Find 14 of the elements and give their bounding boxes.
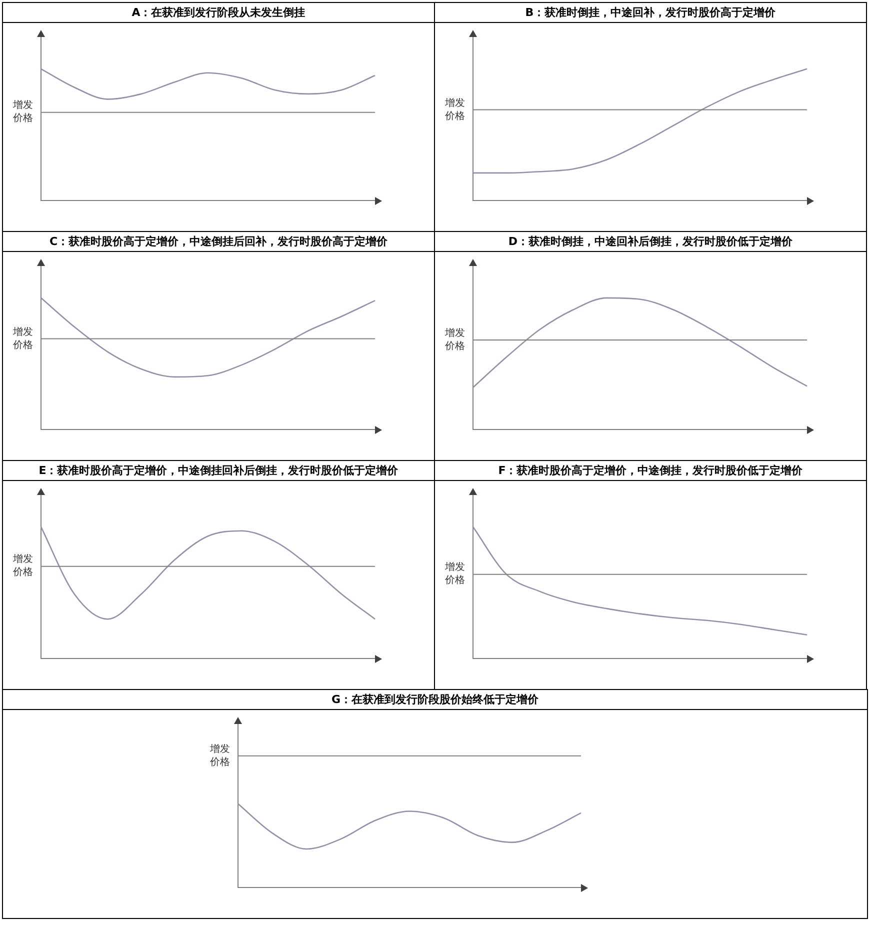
ref-line-label: 增发价格	[444, 561, 466, 588]
ref-line-label: 增发价格	[12, 326, 34, 352]
chart-title: A：在获准到发行阶段从未发生倒挂	[3, 3, 434, 23]
chart-title: F：获准时股价高于定增价，中途倒挂，发行时股价低于定增价	[435, 461, 866, 481]
chart-title: G：在获准到发行阶段股价始终低于定增价	[3, 690, 867, 710]
chart-title: C：获准时股价高于定增价，中途倒挂后回补，发行时股价高于定增价	[3, 232, 434, 252]
ref-line-label: 增发价格	[209, 742, 231, 769]
ref-line-label: 增发价格	[444, 96, 466, 123]
chart-title: B：获准时倒挂，中途回补，发行时股价高于定增价	[435, 3, 866, 23]
ref-line-label: 增发价格	[444, 327, 466, 354]
chart-title: E：获准时股价高于定增价，中途倒挂回补后倒挂，发行时股价低于定增价	[3, 461, 434, 481]
ref-line-label: 增发价格	[12, 553, 34, 580]
ref-line-label: 增发价格	[12, 99, 34, 126]
chart-title: D：获准时倒挂，中途回补后倒挂，发行时股价低于定增价	[435, 232, 866, 252]
